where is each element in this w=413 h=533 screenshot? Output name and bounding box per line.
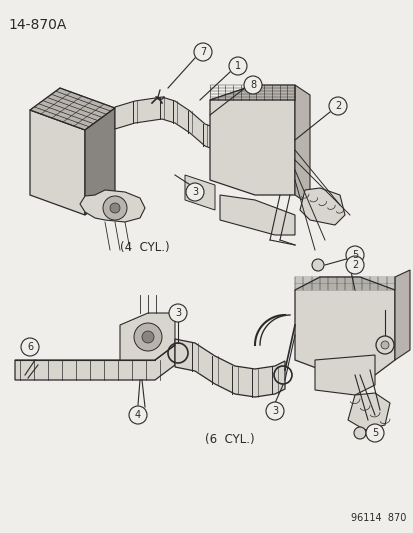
Circle shape xyxy=(266,402,283,420)
Text: 3: 3 xyxy=(192,187,197,197)
Polygon shape xyxy=(85,108,115,215)
Polygon shape xyxy=(30,88,115,130)
Circle shape xyxy=(311,259,323,271)
Polygon shape xyxy=(115,97,218,151)
Circle shape xyxy=(129,406,147,424)
Text: 5: 5 xyxy=(371,428,377,438)
Text: 5: 5 xyxy=(351,250,357,260)
Circle shape xyxy=(345,246,363,264)
Text: 2: 2 xyxy=(334,101,340,111)
Circle shape xyxy=(21,338,39,356)
Text: 14-870A: 14-870A xyxy=(8,18,66,32)
Text: 3: 3 xyxy=(175,308,180,318)
Polygon shape xyxy=(294,277,394,375)
Text: 1: 1 xyxy=(234,61,240,71)
Circle shape xyxy=(328,97,346,115)
Polygon shape xyxy=(80,190,145,222)
Polygon shape xyxy=(347,393,389,430)
Circle shape xyxy=(365,424,383,442)
Polygon shape xyxy=(294,85,309,205)
Circle shape xyxy=(110,203,120,213)
Polygon shape xyxy=(394,270,409,360)
Circle shape xyxy=(134,323,161,351)
Text: 8: 8 xyxy=(249,80,256,90)
Circle shape xyxy=(375,336,393,354)
Polygon shape xyxy=(219,195,294,235)
Polygon shape xyxy=(209,85,294,100)
Polygon shape xyxy=(209,85,294,195)
Text: (6  CYL.): (6 CYL.) xyxy=(205,433,254,447)
Text: 3: 3 xyxy=(271,406,278,416)
Polygon shape xyxy=(175,339,284,397)
Circle shape xyxy=(228,57,247,75)
Text: 2: 2 xyxy=(351,260,357,270)
Text: 7: 7 xyxy=(199,47,206,57)
Circle shape xyxy=(380,341,388,349)
Circle shape xyxy=(169,304,187,322)
Circle shape xyxy=(243,76,261,94)
Polygon shape xyxy=(15,345,175,380)
Circle shape xyxy=(103,196,127,220)
Text: 6: 6 xyxy=(27,342,33,352)
Text: 4: 4 xyxy=(135,410,141,420)
Polygon shape xyxy=(299,188,344,225)
Polygon shape xyxy=(314,355,374,395)
Text: 96114  870: 96114 870 xyxy=(350,513,405,523)
Polygon shape xyxy=(120,313,175,360)
Polygon shape xyxy=(30,110,85,215)
Polygon shape xyxy=(185,175,214,210)
Circle shape xyxy=(185,183,204,201)
Text: (4  CYL.): (4 CYL.) xyxy=(120,240,169,254)
Circle shape xyxy=(345,256,363,274)
Circle shape xyxy=(353,427,365,439)
Circle shape xyxy=(194,43,211,61)
Circle shape xyxy=(142,331,154,343)
